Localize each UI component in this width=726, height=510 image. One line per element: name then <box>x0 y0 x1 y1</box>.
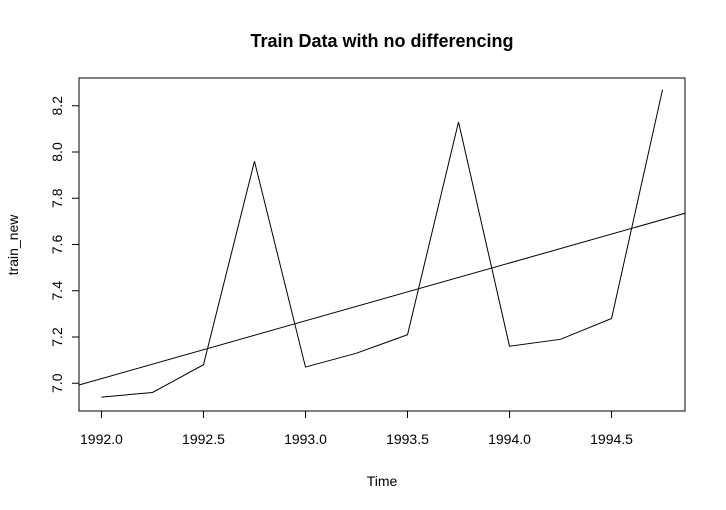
chart-title: Train Data with no differencing <box>250 31 513 51</box>
plot-area <box>78 77 686 412</box>
x-tick-label: 1992.5 <box>182 431 225 447</box>
y-tick-label: 7.2 <box>49 327 65 347</box>
series-layer <box>101 89 664 398</box>
x-tick-label: 1993.5 <box>386 431 429 447</box>
x-tick-label: 1994.5 <box>590 431 633 447</box>
y-axis-label: train_new <box>5 214 21 276</box>
x-tick-label: 1992.0 <box>80 431 123 447</box>
trend-line <box>78 212 686 386</box>
x-tick-label: 1994.0 <box>488 431 531 447</box>
y-tick-label: 7.8 <box>49 188 65 208</box>
y-tick-label: 7.0 <box>49 373 65 393</box>
x-axis-label: Time <box>367 473 398 489</box>
y-tick-label: 8.0 <box>49 142 65 162</box>
y-tick-label: 7.6 <box>49 235 65 255</box>
y-tick-label: 7.4 <box>49 281 65 301</box>
y-tick-label: 8.2 <box>49 96 65 116</box>
y-axis: 7.0 7.2 7.4 7.6 7.8 8.0 8.2 <box>49 96 79 393</box>
series-line <box>101 89 664 398</box>
x-axis: 1992.0 1992.5 1993.0 1993.5 1994.0 1994.5 <box>80 411 633 447</box>
x-tick-label: 1993.0 <box>284 431 327 447</box>
